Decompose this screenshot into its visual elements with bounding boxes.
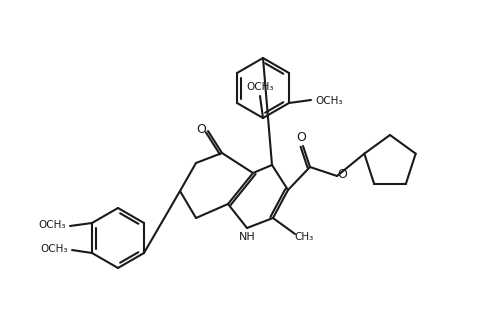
Text: O: O xyxy=(296,130,306,144)
Text: OCH₃: OCH₃ xyxy=(40,244,68,254)
Text: O: O xyxy=(196,122,206,135)
Text: NH: NH xyxy=(239,232,256,242)
Text: CH₃: CH₃ xyxy=(294,232,314,242)
Text: OCH₃: OCH₃ xyxy=(246,82,274,92)
Text: OCH₃: OCH₃ xyxy=(38,220,66,230)
Text: O: O xyxy=(337,167,347,180)
Text: OCH₃: OCH₃ xyxy=(315,96,343,106)
